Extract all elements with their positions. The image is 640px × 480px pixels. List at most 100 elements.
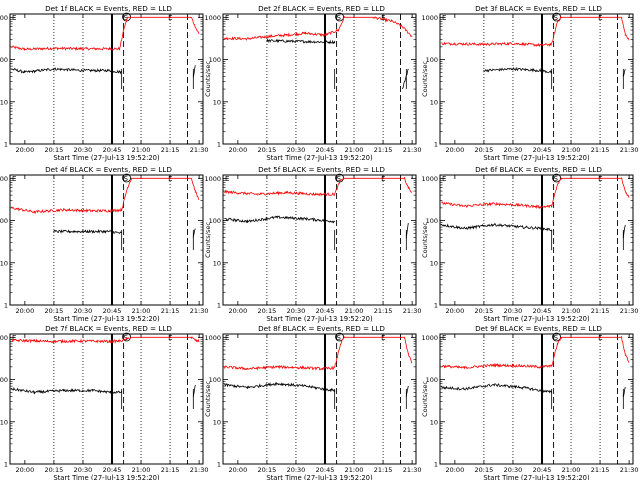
event-marker: E [12,334,16,342]
y-tick-label: 1 [4,141,8,149]
series-line-red [10,336,200,344]
series-line-red [441,336,630,370]
x-tick-label: 21:00 [132,307,151,315]
panel-1: Det 1f BLACK = Events, RED = LLD 1 10 100 10… [0,4,208,162]
x-tick-label: 21:00 [562,146,581,154]
x-tick-label: 21:15 [591,307,610,315]
y-tick-label: 1000 [0,334,8,342]
event-marker: E [442,175,446,183]
y-tick-label: 1000 [0,14,8,22]
x-tick-label: 20:15 [258,466,277,474]
x-tick-label: 20:45 [316,146,335,154]
y-tick-label: 1000 [421,334,438,342]
y-tick-label: 1 [434,461,438,469]
y-tick-label: 1 [4,302,8,310]
panel-title: Det 1f BLACK = Events, RED = LLD [45,4,172,13]
y-tick-label: 10 [213,259,221,267]
y-tick-label: 100 [0,56,8,64]
panel-8: Det 8f BLACK = Events, RED = LLD 1 10 100 10… [204,324,421,480]
event-marker: S [124,14,129,22]
x-tick-label: 20:15 [475,466,494,474]
plot-frame [9,174,204,306]
x-tick-label: 20:00 [228,307,247,315]
y-tick-label: 10 [0,259,8,267]
event-marker: E [225,334,229,342]
sun-marker [122,173,131,183]
y-tick-label: 100 [0,376,8,384]
x-tick-label: 21:30 [190,146,209,154]
y-axis-label: Counts/sec [204,222,212,258]
x-tick-label: 21:00 [562,307,581,315]
x-axis-label: Start Time (27-Jul-13 19:52:20) [483,474,590,480]
sun-marker [335,332,344,342]
y-tick-label: 10 [430,418,438,426]
y-tick-label: 1 [434,141,438,149]
y-axis-label: Counts/sec [204,381,212,417]
y-tick-label: 100 [426,56,438,64]
y-tick-label: 1000 [204,175,221,183]
y-tick-label: 1 [217,302,221,310]
y-tick-label: 10 [430,98,438,106]
x-tick-label: 20:15 [45,146,64,154]
sun-marker [335,12,344,22]
x-axis-label: Start Time (27-Jul-13 19:52:20) [53,474,160,480]
panel-title: Det 2f BLACK = Events, RED = LLD [258,4,385,13]
event-marker: E [598,14,602,22]
x-tick-label: 21:30 [620,146,639,154]
x-tick-label: 21:30 [620,466,639,474]
panel-title: Det 8f BLACK = Events, RED = LLD [258,324,385,333]
y-tick-label: 100 [426,376,438,384]
series-line-black [53,228,196,238]
x-tick-label: 20:30 [287,466,306,474]
x-tick-label: 20:30 [74,466,93,474]
panel-title: Det 9f BLACK = Events, RED = LLD [475,324,602,333]
x-tick-label: 21:15 [374,146,393,154]
event-marker: E [381,14,385,22]
x-tick-label: 20:45 [533,466,552,474]
x-tick-label: 21:00 [562,466,581,474]
event-marker: E [442,334,446,342]
y-axis-label: Counts/sec [421,222,429,258]
y-tick-label: 10 [213,98,221,106]
x-tick-label: 20:45 [103,307,122,315]
x-tick-label: 20:15 [475,307,494,315]
event-marker: E [598,334,602,342]
x-tick-label: 21:15 [374,466,393,474]
x-tick-label: 21:00 [345,466,364,474]
x-tick-label: 20:45 [533,146,552,154]
x-tick-label: 21:30 [190,307,209,315]
series-line-black [440,222,626,239]
series-line-black [10,384,196,397]
series-line-red [441,15,630,47]
x-tick-label: 20:00 [15,307,34,315]
x-tick-label: 21:30 [403,307,422,315]
x-tick-label: 20:15 [258,146,277,154]
plot-frame [9,333,204,465]
y-tick-label: 10 [213,418,221,426]
x-tick-label: 20:30 [74,307,93,315]
series-line-red [223,15,413,41]
event-marker: S [337,175,342,183]
panel-title: Det 4f BLACK = Events, RED = LLD [45,165,172,174]
x-tick-label: 21:30 [403,466,422,474]
panel-title: Det 5f BLACK = Events, RED = LLD [258,165,385,174]
x-tick-label: 20:00 [445,307,464,315]
x-tick-label: 20:30 [287,146,306,154]
x-tick-label: 21:15 [591,466,610,474]
x-tick-label: 20:30 [504,307,523,315]
y-tick-label: 100 [209,376,221,384]
panel-9: Det 9f BLACK = Events, RED = LLD 1 10 100 10… [421,324,638,480]
y-tick-label: 100 [426,217,438,225]
x-axis-label: Start Time (27-Jul-13 19:52:20) [266,154,373,162]
x-tick-label: 21:15 [161,307,180,315]
event-marker: E [381,334,385,342]
panel-6: Det 6f BLACK = Events, RED = LLD 1 10 100 10… [421,165,638,323]
plot-frame [222,13,417,145]
x-tick-label: 20:00 [445,146,464,154]
event-marker: E [381,175,385,183]
x-tick-label: 21:30 [190,466,209,474]
x-tick-label: 20:30 [504,466,523,474]
x-tick-label: 20:00 [15,146,34,154]
series-line-black [441,383,626,398]
